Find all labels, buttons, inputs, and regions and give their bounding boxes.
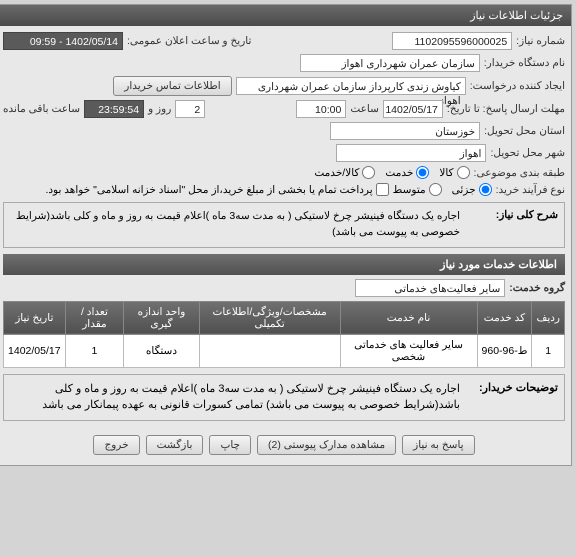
creator-label: ایجاد کننده درخواست: [470,80,565,92]
medium-radio[interactable] [429,183,442,196]
partial-label: جزئی [452,184,476,196]
th-code: کد خدمت [477,301,532,334]
print-button[interactable]: چاپ [209,435,251,455]
general-desc-label: شرح کلی نیاز: [468,209,558,241]
service-label: خدمت [385,167,413,179]
service-radio[interactable] [416,166,429,179]
process-note-label: پرداخت تمام یا بخشی از مبلغ خرید،از محل … [45,184,372,196]
remaining-label: ساعت باقی مانده [3,103,80,115]
process-radio-group: جزئی متوسط [393,183,492,196]
process-label: نوع فرآیند خرید: [496,184,565,196]
time-label: ساعت [350,103,379,115]
deadline-date-field: 1402/05/17 [383,100,443,118]
services-header: اطلاعات خدمات مورد نیاز [3,254,565,275]
main-window: جزئیات اطلاعات نیاز شماره نیاز: 11020955… [0,4,572,466]
medium-label: متوسط [393,184,426,196]
cell-code: ط-96-960 [477,334,532,367]
goods-service-radio[interactable] [362,166,375,179]
province-field: خوزستان [330,122,480,140]
attachments-button[interactable]: مشاهده مدارک پیوستی (2) [257,435,396,455]
need-no-label: شماره نیاز: [516,35,565,47]
exit-button[interactable]: خروج [93,435,139,455]
public-date-field: 1402/05/14 - 09:59 [3,32,123,50]
th-date: تاریخ نیاز [4,301,66,334]
content-area: شماره نیاز: 1102095596000025 تاریخ و ساع… [0,26,571,465]
deadline-label: مهلت ارسال پاسخ: تا تاریخ: [447,103,565,115]
remaining-time-field: 23:59:54 [84,100,144,118]
process-note-checkbox[interactable] [376,183,389,196]
public-date-label: تاریخ و ساعت اعلان عمومی: [127,35,251,47]
need-no-field: 1102095596000025 [392,32,512,50]
cell-unit: دستگاه [124,334,199,367]
goods-radio-item[interactable]: کالا [439,166,469,179]
buyer-desc-text: اجاره یک دستگاه فینیشر چرخ لاستیکی ( به … [10,381,460,414]
goods-radio[interactable] [457,166,470,179]
table-header-row: ردیف کد خدمت نام خدمت مشخصات/ویژگی/اطلاع… [4,301,565,334]
city-label: شهر محل تحویل: [490,147,565,159]
day-label: روز و [148,103,171,115]
days-field: 2 [175,100,205,118]
back-button[interactable]: بازگشت [146,435,204,455]
partial-radio-item[interactable]: جزئی [452,183,492,196]
th-name: نام خدمت [340,301,477,334]
partial-radio[interactable] [479,183,492,196]
cell-date: 1402/05/17 [4,334,66,367]
titlebar: جزئیات اطلاعات نیاز [0,5,571,26]
services-table: ردیف کد خدمت نام خدمت مشخصات/ویژگی/اطلاع… [3,301,565,368]
general-desc-text: اجاره یک دستگاه فینیشر چرخ لاستیکی ( به … [10,209,460,241]
general-desc-box: شرح کلی نیاز: اجاره یک دستگاه فینیشر چرخ… [3,202,565,248]
city-field: اهواز [336,144,486,162]
th-row: ردیف [532,301,565,334]
creator-field: کیاوش زندی کارپرداز سازمان عمران شهرداری… [236,77,466,95]
buyer-org-label: نام دستگاه خریدار: [484,57,565,69]
cell-name: سایر فعالیت های خدماتی شخصی [340,334,477,367]
goods-service-label: کالا/خدمت [314,167,359,179]
service-group-field: سایر فعالیت‌های خدماتی [355,279,505,297]
table-row[interactable]: 1 ط-96-960 سایر فعالیت های خدماتی شخصی د… [4,334,565,367]
respond-button[interactable]: پاسخ به نیاز [402,435,474,455]
service-radio-item[interactable]: خدمت [385,166,429,179]
category-radio-group: کالا خدمت کالا/خدمت [314,166,469,179]
th-unit: واحد اندازه گیری [124,301,199,334]
buyer-desc-label: توضیحات خریدار: [468,381,558,414]
window-title: جزئیات اطلاعات نیاز [470,10,563,22]
province-label: استان محل تحویل: [484,125,565,137]
th-specs: مشخصات/ویژگی/اطلاعات تکمیلی [199,301,340,334]
cell-row: 1 [532,334,565,367]
service-group-label: گروه خدمت: [509,282,565,294]
goods-service-radio-item[interactable]: کالا/خدمت [314,166,375,179]
buyer-org-field: سازمان عمران شهرداری اهواز [300,54,480,72]
category-label: طبقه بندی موضوعی: [474,167,565,179]
contact-buyer-button[interactable]: اطلاعات تماس خریدار [113,76,231,96]
deadline-time-field: 10:00 [296,100,346,118]
th-qty: تعداد / مقدار [65,301,124,334]
medium-radio-item[interactable]: متوسط [393,183,442,196]
footer-buttons: پاسخ به نیاز مشاهده مدارک پیوستی (2) چاپ… [3,427,565,459]
cell-specs [199,334,340,367]
cell-qty: 1 [65,334,124,367]
process-note-item[interactable]: پرداخت تمام یا بخشی از مبلغ خرید،از محل … [45,183,388,196]
goods-label: کالا [439,167,453,179]
buyer-desc-box: توضیحات خریدار: اجاره یک دستگاه فینیشر چ… [3,374,565,421]
